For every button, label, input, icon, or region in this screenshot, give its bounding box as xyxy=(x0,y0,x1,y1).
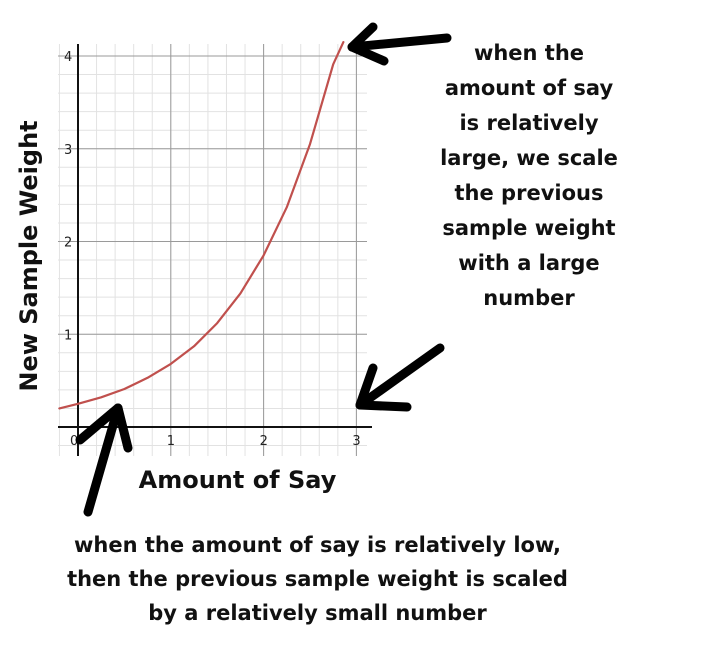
y-tick-label: 2 xyxy=(64,236,72,251)
annotation-line: the previous xyxy=(454,181,604,205)
annotation-line: sample weight xyxy=(442,216,616,240)
annotation-line: large, we scale xyxy=(440,146,618,170)
arrow-middle-shaft xyxy=(355,343,445,410)
annotation-line: when the xyxy=(473,41,585,65)
axes xyxy=(58,44,372,456)
annotation-line: with a large xyxy=(458,251,600,275)
x-axis-label: Amount of Say xyxy=(138,466,337,494)
arrow-bottom-head xyxy=(75,403,133,453)
x-tick-label: 1 xyxy=(167,434,175,449)
x-tick-label: 0 xyxy=(70,434,78,449)
y-tick-label: 3 xyxy=(64,143,72,158)
arrow-bottom-shaft xyxy=(83,403,123,517)
annotation-line: is relatively xyxy=(459,111,599,135)
annotation-line: by a relatively small number xyxy=(148,601,487,625)
annotation-arrows xyxy=(75,22,452,517)
annotation-small-say: when the amount of say is relatively low… xyxy=(30,528,605,630)
tick-labels: 0 1 2 3 1 2 3 4 xyxy=(64,50,361,449)
arrow-top-head xyxy=(347,22,389,66)
series-layer xyxy=(58,40,345,410)
annotation-large-say: when the amount of say is relatively lar… xyxy=(420,36,638,316)
arrow-top-shaft xyxy=(347,33,452,52)
major-grid xyxy=(58,44,367,456)
annotation-line: number xyxy=(483,286,575,310)
arrow-middle-head xyxy=(355,363,412,412)
annotation-line: when the amount of say is relatively low… xyxy=(73,533,562,557)
y-axis-label-text: New Sample Weight xyxy=(15,120,43,392)
x-tick-label: 2 xyxy=(260,434,268,449)
annotation-line: amount of say xyxy=(444,76,614,100)
x-tick-label: 3 xyxy=(352,434,360,449)
annotation-line: then the previous sample weight is scale… xyxy=(67,567,568,591)
series-line xyxy=(58,40,345,410)
y-tick-label: 4 xyxy=(64,50,72,65)
y-tick-label: 1 xyxy=(64,328,72,343)
